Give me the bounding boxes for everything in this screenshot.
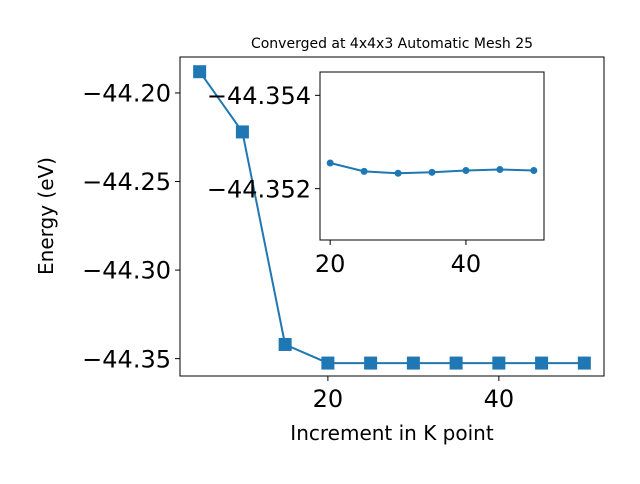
main-y-tick-label-1: −44.25 xyxy=(82,168,171,196)
main-y-tick-label-2: −44.30 xyxy=(82,257,171,285)
y-axis-label: Energy (eV) xyxy=(34,157,58,275)
inset-y-tick-label-0: −44.354 xyxy=(207,82,311,110)
main-data-point-4 xyxy=(364,356,378,370)
main-data-point-3 xyxy=(321,356,335,370)
main-data-point-1 xyxy=(235,125,249,139)
x-axis-label: Increment in K point xyxy=(290,421,494,445)
main-y-tick-label-3: −44.35 xyxy=(82,345,171,373)
main-series xyxy=(193,65,591,370)
inset-data-point-5 xyxy=(496,166,504,174)
inset-series xyxy=(326,159,538,177)
main-data-point-5 xyxy=(406,356,420,370)
main-ticks: 20 40 −44.20 −44.25 −44.30 −44.35 xyxy=(82,80,514,413)
main-y-tick-label-0: −44.20 xyxy=(82,80,171,108)
inset-axes: 20 40 −44.354 −44.352 xyxy=(207,71,545,278)
main-data-point-7 xyxy=(492,356,506,370)
inset-data-point-4 xyxy=(462,166,470,174)
main-x-tick-label-0: 20 xyxy=(313,385,344,413)
inset-ticks: 20 40 −44.354 −44.352 xyxy=(207,82,481,278)
inset-data-point-0 xyxy=(326,159,334,167)
main-data-point-8 xyxy=(535,356,549,370)
main-data-point-9 xyxy=(577,356,591,370)
inset-data-point-6 xyxy=(530,166,538,174)
main-data-point-0 xyxy=(193,65,207,79)
inset-data-point-3 xyxy=(428,168,436,176)
inset-plot-area xyxy=(320,72,544,240)
inset-axes-frame xyxy=(319,71,545,241)
main-data-point-2 xyxy=(278,337,292,351)
main-data-point-6 xyxy=(449,356,463,370)
inset-data-point-1 xyxy=(360,167,368,175)
main-axes-frame xyxy=(179,56,605,377)
inset-y-tick-label-1: −44.352 xyxy=(207,175,311,203)
inset-x-tick-label-1: 40 xyxy=(451,250,482,278)
inset-data-point-2 xyxy=(394,169,402,177)
main-series-line xyxy=(198,71,585,365)
chart-title: Converged at 4x4x3 Automatic Mesh 25 xyxy=(251,36,533,52)
main-x-tick-label-1: 40 xyxy=(484,385,515,413)
inset-x-tick-label-0: 20 xyxy=(315,250,346,278)
